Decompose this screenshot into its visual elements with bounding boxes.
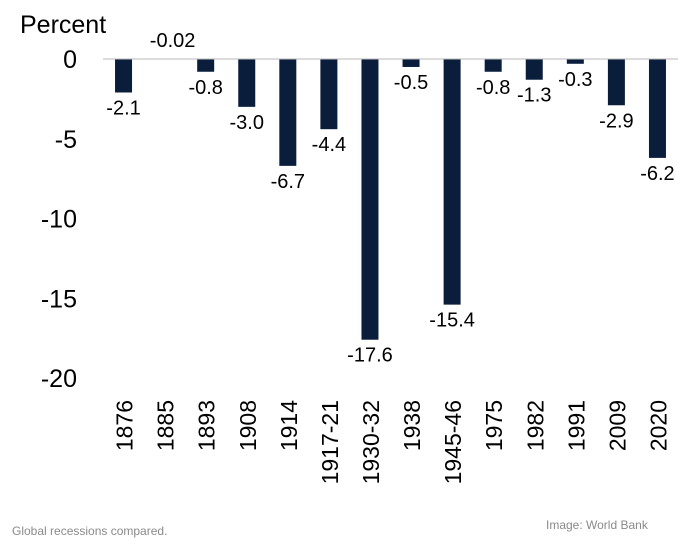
x-tick-label: 1991 [563, 400, 589, 451]
y-tick-label: -20 [41, 365, 77, 393]
bar [361, 59, 379, 340]
x-tick-label: 1876 [112, 400, 138, 451]
x-tick-label: 1975 [481, 400, 507, 451]
bar [279, 59, 297, 166]
x-tick-label: 1914 [276, 400, 302, 451]
x-tick-label: 1908 [235, 400, 261, 451]
x-tick-label: 1893 [194, 400, 220, 451]
value-label: -0.8 [188, 77, 222, 99]
value-label: -0.02 [150, 30, 196, 52]
x-tick-label: 2020 [645, 400, 671, 451]
value-label: -15.4 [429, 310, 475, 332]
x-tick-label: 1945-46 [440, 400, 466, 484]
x-tick-label: 1982 [522, 400, 548, 451]
value-label: -2.1 [106, 97, 140, 119]
bar [115, 59, 133, 93]
bar [648, 59, 666, 158]
value-label: -3.0 [230, 112, 264, 134]
value-label: -0.5 [394, 72, 428, 94]
bar [197, 59, 215, 72]
caption-left: Global recessions compared. [12, 524, 168, 538]
y-tick-label: -10 [41, 206, 77, 234]
y-tick-label: -15 [41, 285, 77, 313]
bar [566, 59, 584, 64]
value-label: -1.3 [517, 85, 551, 107]
value-label: -6.2 [640, 163, 674, 185]
bars [115, 59, 666, 340]
value-label: -6.7 [271, 171, 305, 193]
value-label: -17.6 [347, 345, 393, 367]
value-label: -0.8 [476, 77, 510, 99]
bar [320, 59, 338, 130]
value-label: -0.3 [558, 69, 592, 91]
bar [443, 59, 461, 305]
value-labels: -2.1 -0.02 -0.8 -3.0 -6.7 -4.4 -17.6 -0.5 -15.4 -… [106, 30, 674, 367]
bar [238, 59, 256, 107]
y-tick-label: 0 [63, 46, 77, 74]
y-axis-ticks: 0 -5 -10 -15 -20 [41, 46, 77, 393]
caption-right: Image: World Bank [546, 518, 648, 532]
y-axis-unit-label: Percent [20, 11, 106, 39]
value-label: -2.9 [599, 110, 633, 132]
x-tick-label: 1930-32 [358, 400, 384, 484]
x-tick-label: 1938 [399, 400, 425, 451]
bar [402, 59, 420, 67]
value-label: -4.4 [312, 134, 346, 156]
bar [607, 59, 625, 106]
bar [484, 59, 502, 72]
x-tick-label: 2009 [604, 400, 630, 451]
bar [525, 59, 543, 80]
x-tick-label: 1885 [153, 400, 179, 451]
y-tick-label: -5 [55, 126, 77, 154]
x-axis-labels: 1876 1885 1893 1908 1914 1917-21 1930-32 1938 19… [112, 400, 672, 485]
x-tick-label: 1917-21 [317, 400, 343, 484]
